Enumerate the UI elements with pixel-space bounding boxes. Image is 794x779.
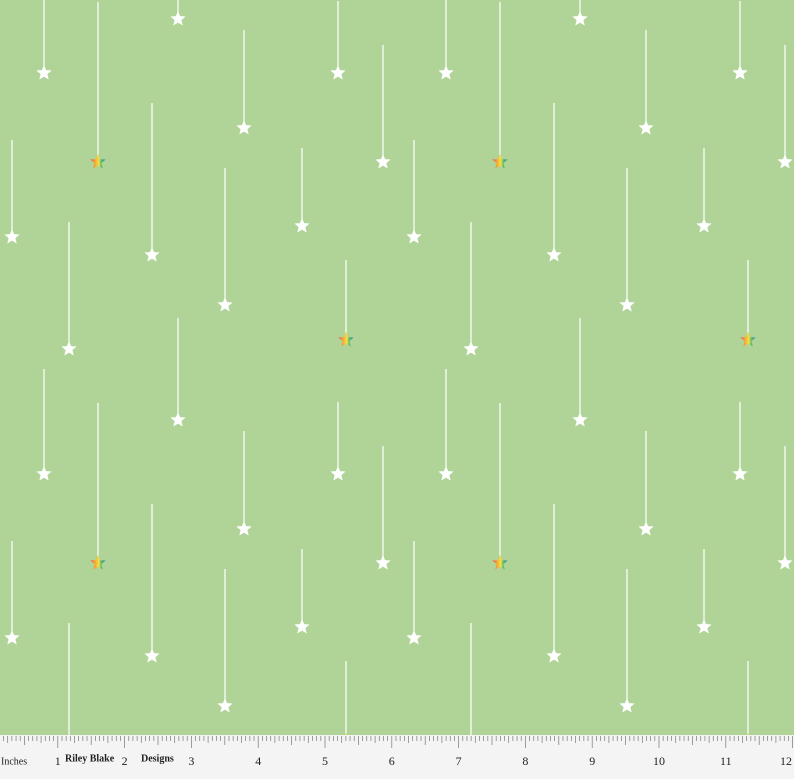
star [732, 466, 748, 481]
star [375, 154, 391, 169]
star [619, 297, 635, 312]
ruler-number: 2 [122, 754, 128, 768]
star [572, 412, 588, 427]
star [4, 229, 20, 244]
ruler-number: 1 [55, 754, 61, 768]
star [638, 120, 654, 135]
rainbow-star [492, 555, 508, 570]
ruler-number: 4 [255, 754, 261, 768]
star [4, 630, 20, 645]
star [546, 648, 562, 663]
ruler-brand: Riley Blake [65, 753, 115, 764]
star [330, 65, 346, 80]
ruler-number: 12 [780, 754, 792, 768]
star [777, 154, 793, 169]
star [217, 297, 233, 312]
star [144, 247, 160, 262]
star-pattern [4, 0, 793, 735]
ruler-number: 11 [720, 754, 732, 768]
star [294, 619, 310, 634]
rainbow-star [492, 154, 508, 169]
star [638, 521, 654, 536]
star [732, 65, 748, 80]
ruler-number: 7 [456, 754, 462, 768]
rainbow-star [90, 154, 106, 169]
star [619, 698, 635, 713]
star [170, 412, 186, 427]
rainbow-star [338, 332, 354, 347]
ruler-number: 9 [589, 754, 595, 768]
star [696, 619, 712, 634]
ruler-number: 5 [322, 754, 328, 768]
ruler-unit: Inches [1, 756, 27, 767]
star [777, 555, 793, 570]
star [144, 648, 160, 663]
star [375, 555, 391, 570]
star [236, 120, 252, 135]
star [294, 218, 310, 233]
star [217, 698, 233, 713]
ruler [0, 735, 794, 779]
star [330, 466, 346, 481]
ruler-number: 3 [188, 754, 194, 768]
rainbow-star [740, 332, 756, 347]
star [406, 630, 422, 645]
rainbow-star [345, 733, 347, 735]
fabric-background [0, 0, 794, 735]
star [438, 466, 454, 481]
star [696, 218, 712, 233]
ruler-number: 10 [653, 754, 665, 768]
ruler-ticks: 1 2 3 4 5 6 7 8 9 10 11 12 [3, 736, 793, 768]
ruler-number: 8 [522, 754, 528, 768]
ruler-number: 6 [389, 754, 395, 768]
rainbow-star [90, 555, 106, 570]
star [546, 247, 562, 262]
star [438, 65, 454, 80]
star [61, 341, 77, 356]
star [572, 11, 588, 26]
rainbow-star [747, 733, 749, 735]
star [236, 521, 252, 536]
star [463, 341, 479, 356]
star [36, 65, 52, 80]
ruler-brand-suffix: Designs [141, 753, 174, 764]
star [170, 11, 186, 26]
star [36, 466, 52, 481]
star [406, 229, 422, 244]
